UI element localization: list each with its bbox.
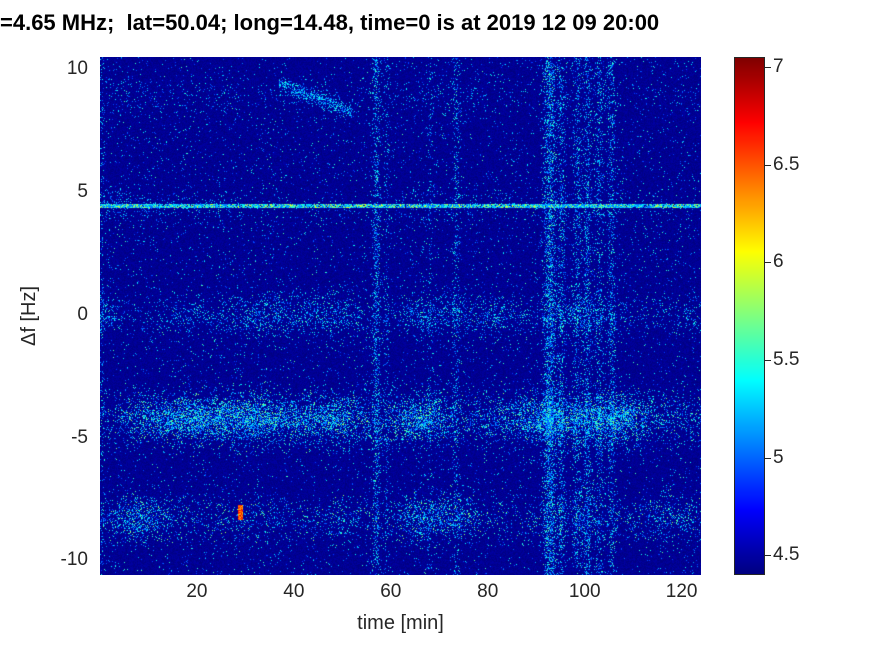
colorbar-tick-label: 6.5 [773, 153, 800, 175]
spectrogram-canvas [100, 57, 701, 575]
colorbar-canvas [735, 58, 764, 574]
colorbar-tick-label: 5 [773, 446, 784, 468]
y-tick-label: -10 [60, 549, 88, 571]
colorbar-tick-label: 4.5 [773, 544, 800, 566]
colorbar [734, 57, 765, 575]
x-tick-label: 100 [568, 581, 601, 602]
x-tick-labels: 20 40 60 80 100 120 [100, 581, 701, 605]
y-tick-labels: 10 5 0 -5 -10 [0, 57, 90, 575]
y-tick-label: 0 [77, 303, 88, 325]
colorbar-tick-label: 5.5 [773, 348, 800, 370]
colorbar-tick-mark [764, 66, 771, 68]
x-axis-label: time [min] [357, 612, 444, 634]
y-tick-label: 10 [66, 58, 88, 80]
colorbar-tick-label: 6 [773, 251, 784, 273]
colorbar-tick-label: 7 [773, 55, 784, 77]
plot-area [100, 57, 701, 575]
colorbar-tick-mark [764, 164, 771, 166]
colorbar-tick-mark [764, 457, 771, 459]
colorbar-tick-mark [764, 359, 771, 361]
y-tick-label: 5 [77, 181, 88, 203]
plot-title: =4.65 MHz; lat=50.04; long=14.48, time=0… [0, 10, 660, 35]
x-tick-label: 20 [186, 581, 208, 602]
x-tick-label: 120 [665, 581, 698, 602]
x-tick-label: 40 [283, 581, 305, 602]
y-tick-label: -5 [71, 426, 88, 448]
x-tick-label: 80 [477, 581, 499, 602]
x-tick-label: 60 [380, 581, 402, 602]
colorbar-tick-mark [764, 555, 771, 557]
colorbar-tick-mark [764, 262, 771, 264]
colorbar-tick-labels: 4.5 5 5.5 6 6.5 7 [764, 55, 843, 575]
